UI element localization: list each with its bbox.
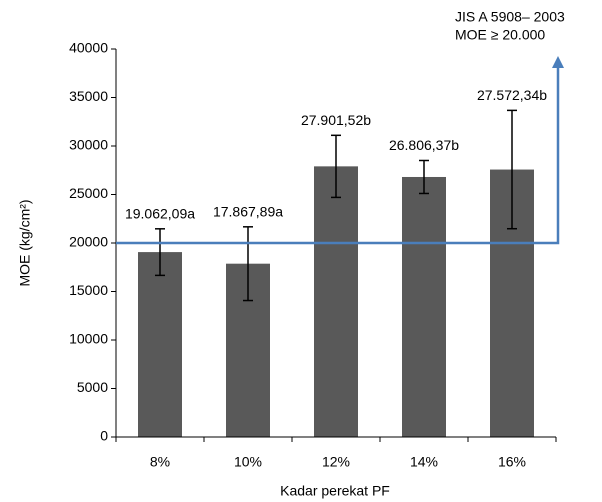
- y-tick-label: 15000: [69, 282, 108, 298]
- reference-arrow: [552, 56, 564, 68]
- x-tick-label: 16%: [498, 454, 526, 470]
- x-tick-label: 12%: [322, 454, 350, 470]
- reference-line: [116, 66, 560, 245]
- y-tick-label: 5000: [77, 379, 108, 395]
- bar: [402, 176, 446, 437]
- y-tick-label: 35000: [69, 88, 108, 104]
- bar: [314, 166, 358, 437]
- value-label: 27.572,34b: [477, 87, 547, 103]
- y-tick-label: 20000: [69, 234, 108, 250]
- bar: [138, 252, 182, 437]
- y-tick-label: 40000: [69, 40, 108, 56]
- value-label: 17.867,89a: [213, 204, 283, 220]
- x-tick-label: 10%: [234, 454, 262, 470]
- y-tick-label: 0: [100, 428, 108, 444]
- y-tick-label: 30000: [69, 137, 108, 153]
- y-tick-label: 25000: [69, 185, 108, 201]
- value-label: 26.806,37b: [389, 137, 459, 153]
- y-tick-label: 10000: [69, 331, 108, 347]
- x-tick-label: 14%: [410, 454, 438, 470]
- x-tick-label: 8%: [150, 454, 170, 470]
- y-axis-label: MOE (kg/cm²): [17, 199, 33, 286]
- value-label: 27.901,52b: [301, 112, 371, 128]
- value-label: 19.062,09a: [125, 206, 195, 222]
- reference-annotation: JIS A 5908– 2003: [455, 9, 565, 25]
- reference-annotation: MOE ≥ 20.000: [455, 27, 545, 43]
- x-axis-label: Kadar perekat PF: [280, 483, 390, 499]
